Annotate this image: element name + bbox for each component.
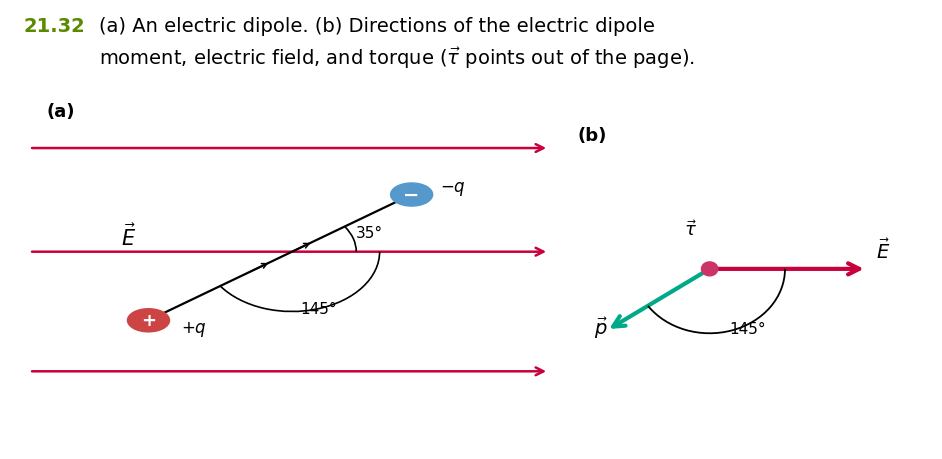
Text: −: − <box>403 185 420 205</box>
Text: $\vec{E}$: $\vec{E}$ <box>876 238 890 263</box>
Text: $\vec{p}$: $\vec{p}$ <box>593 315 608 340</box>
Text: 145°: 145° <box>300 301 336 316</box>
Ellipse shape <box>391 184 432 207</box>
Text: 21.32: 21.32 <box>24 17 86 36</box>
Circle shape <box>702 262 718 276</box>
Text: (a) An electric dipole. (b) Directions of the electric dipole
moment, electric f: (a) An electric dipole. (b) Directions o… <box>99 17 694 71</box>
Text: 145°: 145° <box>730 321 766 336</box>
Ellipse shape <box>127 309 170 332</box>
Text: 35°: 35° <box>356 225 383 240</box>
Text: $\vec{E}$: $\vec{E}$ <box>121 223 136 250</box>
Text: $\vec{\tau}$: $\vec{\tau}$ <box>684 220 697 240</box>
Text: (a): (a) <box>47 103 75 121</box>
Text: +: + <box>141 312 156 330</box>
Text: $+q$: $+q$ <box>181 319 206 339</box>
Text: $-q$: $-q$ <box>440 179 465 197</box>
Text: (b): (b) <box>577 127 608 145</box>
